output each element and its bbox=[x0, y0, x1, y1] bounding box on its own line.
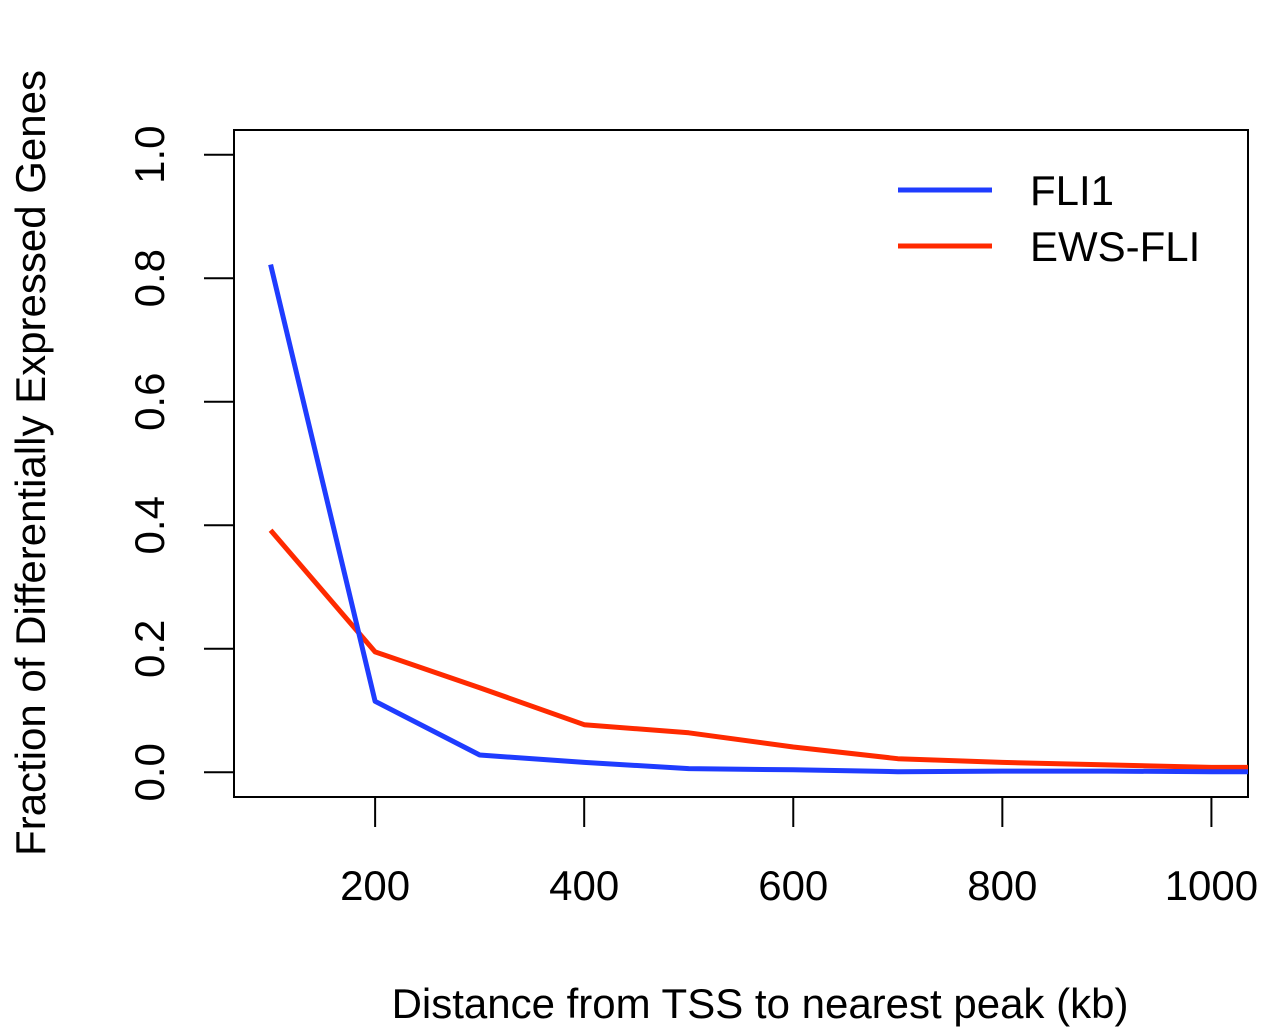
x-tick-label: 200 bbox=[340, 862, 410, 909]
y-axis-title: Fraction of Differentially Expressed Gen… bbox=[7, 70, 54, 856]
x-tick-label: 600 bbox=[758, 862, 828, 909]
y-tick-label: 0.8 bbox=[126, 249, 173, 307]
x-axis-title: Distance from TSS to nearest peak (kb) bbox=[392, 980, 1129, 1027]
legend: FLI1 EWS-FLI bbox=[898, 167, 1200, 270]
series-line-ews-fli bbox=[268, 528, 1248, 770]
y-tick-label: 0.6 bbox=[126, 373, 173, 431]
x-tick-label: 400 bbox=[549, 862, 619, 909]
y-tick-label: 1.0 bbox=[126, 126, 173, 184]
x-tick-label: 1000 bbox=[1165, 862, 1258, 909]
x-tick-label: 800 bbox=[967, 862, 1037, 909]
legend-label: EWS-FLI bbox=[1030, 223, 1200, 270]
legend-label: FLI1 bbox=[1030, 167, 1114, 214]
series-line-fli1 bbox=[268, 264, 1248, 775]
y-tick-label: 0.0 bbox=[126, 743, 173, 801]
x-axis: 200 400 600 800 1000 bbox=[340, 797, 1258, 909]
series-lines bbox=[268, 264, 1248, 775]
y-tick-label: 0.2 bbox=[126, 620, 173, 678]
y-axis: 0.0 0.2 0.4 0.6 0.8 1.0 bbox=[126, 126, 234, 801]
y-tick-label: 0.4 bbox=[126, 496, 173, 554]
plot-frame bbox=[233, 129, 1249, 798]
